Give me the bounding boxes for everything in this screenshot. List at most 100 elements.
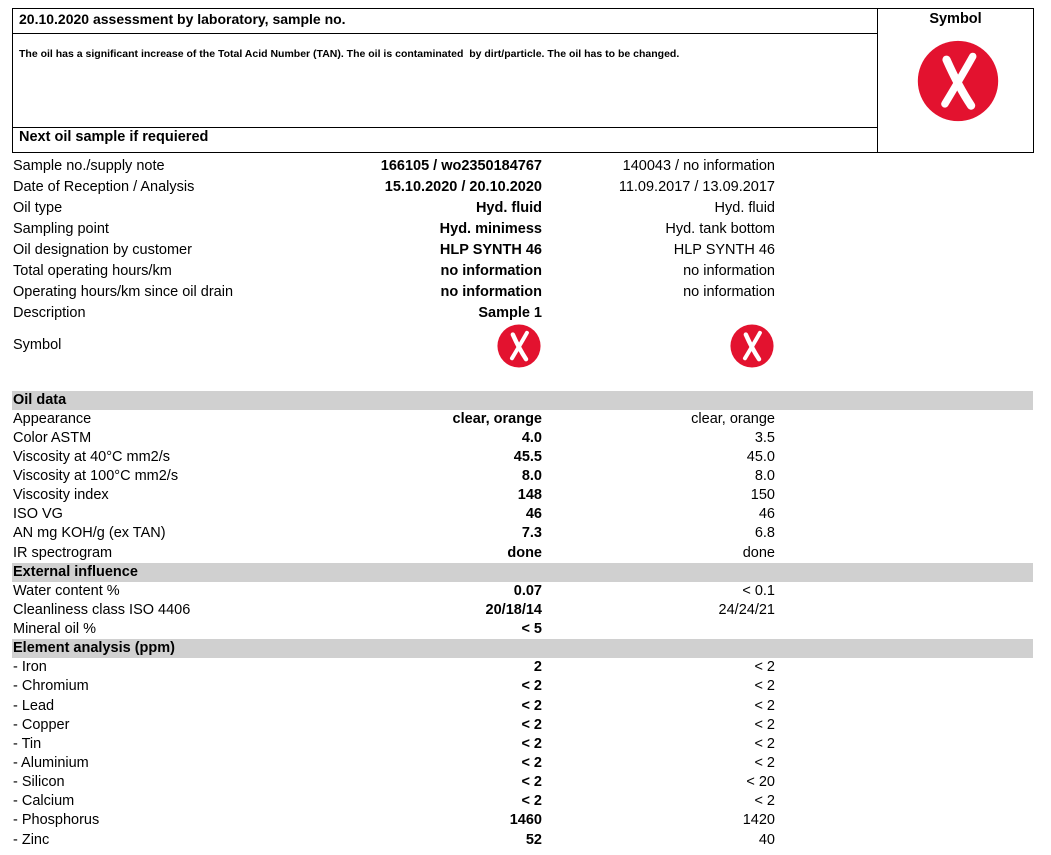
section-title: Element analysis (ppm)	[13, 640, 175, 657]
row-label: - Tin	[13, 735, 42, 752]
sample2-value: no information	[683, 262, 775, 279]
sample1-value: 4.0	[521, 429, 542, 446]
sample2-value: 6.8	[754, 525, 775, 542]
sample2-value: < 2	[754, 716, 775, 733]
sample1-value: < 2	[521, 735, 542, 752]
row-label: Symbol	[13, 337, 62, 353]
data-row: Water content % 0.07 < 0.1	[0, 582, 1051, 601]
sample1-value: < 2	[521, 754, 542, 771]
data-row: Description Sample 1	[0, 304, 1051, 323]
sample2-value: Hyd. tank bottom	[665, 220, 775, 237]
sample1-value: 2	[533, 659, 542, 676]
sample1-value: HLP SYNTH 46	[439, 241, 542, 258]
data-row: Mineral oil % < 5	[0, 620, 1051, 639]
symbol-label: Symbol	[929, 11, 982, 27]
row-label: - Iron	[13, 659, 47, 676]
sample2-value: < 20	[746, 774, 775, 791]
data-row: Oil type Hyd. fluid Hyd. fluid	[0, 199, 1051, 218]
row-label: - Phosphorus	[13, 812, 100, 829]
status-icon	[730, 324, 774, 368]
data-row: Viscosity at 40°C mm2/s 45.5 45.0	[0, 448, 1051, 467]
data-row: - Chromium < 2 < 2	[0, 677, 1051, 696]
data-row: ISO VG 46 46	[0, 505, 1051, 524]
row-label: Oil type	[13, 199, 63, 216]
data-row: Color ASTM 4.0 3.5	[0, 429, 1051, 448]
row-label: Cleanliness class ISO 4406	[13, 601, 191, 618]
sample1-value: < 2	[521, 774, 542, 791]
sample1-value: < 5	[521, 621, 542, 638]
symbol-row: Symbol	[0, 336, 1051, 355]
data-row: Operating hours/km since oil drain no inf…	[0, 283, 1051, 302]
status-icon	[497, 324, 541, 368]
row-label: Date of Reception / Analysis	[13, 178, 195, 195]
sample2-value: no information	[683, 283, 775, 300]
sample2-value: < 2	[754, 659, 775, 676]
sample2-value: 140043 / no information	[622, 157, 775, 174]
data-row: Viscosity at 100°C mm2/s 8.0 8.0	[0, 467, 1051, 486]
sample2-value: 1420	[742, 812, 775, 829]
sample1-value: 0.07	[513, 582, 542, 599]
section-header: Oil data	[12, 390, 1033, 410]
row-label: Water content %	[13, 582, 120, 599]
data-row: Appearance clear, orange clear, orange	[0, 410, 1051, 429]
sample1-value: < 2	[521, 678, 542, 695]
row-label: AN mg KOH/g (ex TAN)	[13, 525, 166, 542]
row-label: Viscosity at 100°C mm2/s	[13, 468, 179, 485]
row-label: - Aluminium	[13, 754, 89, 771]
data-row: - Calcium < 2 < 2	[0, 792, 1051, 811]
status-icon	[917, 39, 999, 123]
data-row: Sampling point Hyd. minimess Hyd. tank bot…	[0, 220, 1051, 239]
sample1-value: < 2	[521, 697, 542, 714]
divider	[12, 127, 877, 128]
row-label: Viscosity index	[13, 487, 109, 504]
sample2-value: 11.09.2017 / 13.09.2017	[618, 178, 775, 195]
assessment-comment: The oil has a significant increase of th…	[19, 48, 680, 60]
sample2-value: < 2	[754, 754, 775, 771]
row-label: - Copper	[13, 716, 70, 733]
header-title: 20.10.2020 assessment by laboratory, sam…	[19, 11, 346, 27]
data-row: IR spectrogram done done	[0, 544, 1051, 563]
sample1-value: 45.5	[513, 448, 542, 465]
data-row: Oil designation by customer HLP SYNTH 46 H…	[0, 241, 1051, 260]
data-row: Cleanliness class ISO 4406 20/18/14 24/24/…	[0, 601, 1051, 620]
divider	[12, 33, 877, 34]
sample2-value: Hyd. fluid	[714, 199, 775, 216]
divider	[877, 8, 878, 152]
sample2-value: 150	[750, 487, 775, 504]
sample2-value: 40	[758, 831, 775, 848]
sample2-value: < 2	[754, 697, 775, 714]
sample1-value: 7.3	[521, 525, 542, 542]
row-label: - Calcium	[13, 793, 75, 810]
row-label: Description	[13, 304, 86, 321]
sample1-value: Hyd. fluid	[475, 199, 542, 216]
data-row: Date of Reception / Analysis 15.10.2020 /…	[0, 178, 1051, 197]
sample1-value: Sample 1	[478, 304, 542, 321]
sample1-value: done	[507, 544, 542, 561]
sample2-value: HLP SYNTH 46	[673, 241, 775, 258]
row-label: IR spectrogram	[13, 544, 113, 561]
data-row: Total operating hours/km no information no…	[0, 262, 1051, 281]
data-row: - Tin < 2 < 2	[0, 735, 1051, 754]
data-row: - Lead < 2 < 2	[0, 697, 1051, 716]
sample1-value: 1460	[509, 812, 542, 829]
row-label: Viscosity at 40°C mm2/s	[13, 448, 171, 465]
sample2-value: 24/24/21	[718, 601, 775, 618]
section-header: Element analysis (ppm)	[12, 639, 1033, 659]
sample2-value: done	[742, 544, 775, 561]
row-label: Appearance	[13, 410, 92, 427]
data-row: - Silicon < 2 < 20	[0, 773, 1051, 792]
sample2-value: 45.0	[746, 448, 775, 465]
row-label: Sample no./supply note	[13, 157, 165, 174]
sample1-value: 46	[525, 506, 542, 523]
row-label: Sampling point	[13, 220, 109, 237]
sample1-value: 52	[525, 831, 542, 848]
header-box	[12, 8, 1034, 153]
sample2-value: 3.5	[754, 429, 775, 446]
sample1-value: 148	[517, 487, 542, 504]
sample1-value: < 2	[521, 716, 542, 733]
data-row: - Iron 2 < 2	[0, 658, 1051, 677]
section-title: Oil data	[13, 391, 67, 408]
sample1-value: no information	[440, 283, 543, 300]
sample2-value: < 2	[754, 793, 775, 810]
